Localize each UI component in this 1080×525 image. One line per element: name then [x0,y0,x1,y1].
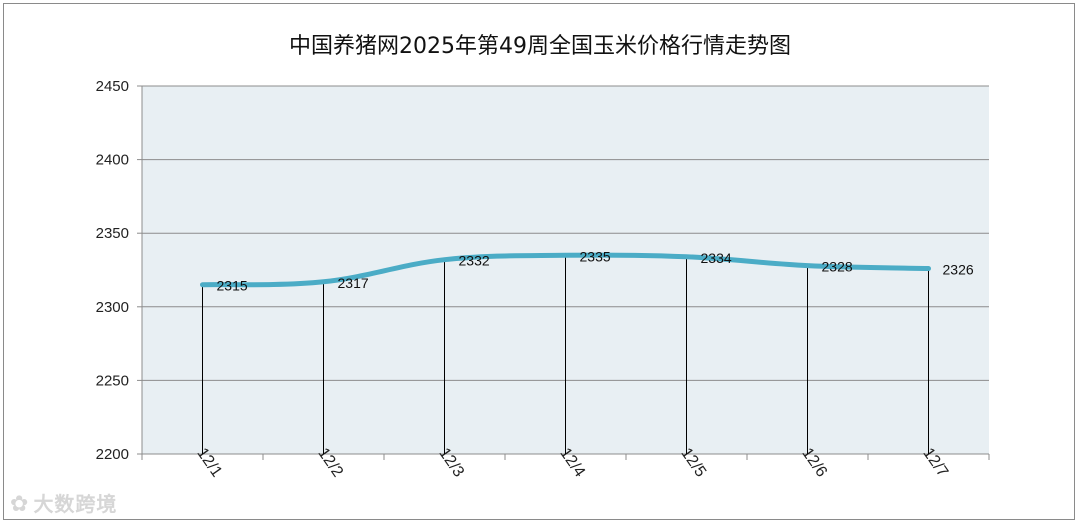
y-tick-label: 2400 [96,152,129,169]
data-point [322,280,325,284]
watermark-text: 大数跨境 [33,492,118,516]
y-tick-label: 2250 [96,372,129,389]
watermark-logo-icon: ✿ [10,492,30,517]
data-label: 2317 [338,275,369,291]
data-label: 2332 [459,253,490,269]
data-point [806,264,809,268]
data-point [201,283,204,287]
series-line [200,252,931,288]
data-point [443,258,446,262]
data-label: 2315 [217,278,248,294]
y-tick-label: 2300 [96,299,129,316]
y-tick-label: 2450 [96,78,129,95]
y-tick-label: 2350 [96,225,129,242]
y-axis: 2200 2250 2300 2350 2400 2450 [96,78,143,463]
watermark: ✿ 大数跨境 [10,488,117,517]
data-labels: 2315 2317 2332 2335 2334 2328 2326 [217,248,974,293]
data-point [927,267,930,271]
data-label: 2334 [701,250,732,266]
data-point [685,255,688,259]
chart-title: 中国养猪网2025年第49周全国玉米价格行情走势图 [289,34,791,59]
data-label: 2335 [580,248,611,264]
drop-lines [202,255,929,454]
data-point [564,253,567,257]
y-tick-label: 2200 [96,446,129,463]
data-label: 2326 [943,262,974,278]
data-label: 2328 [822,259,853,275]
